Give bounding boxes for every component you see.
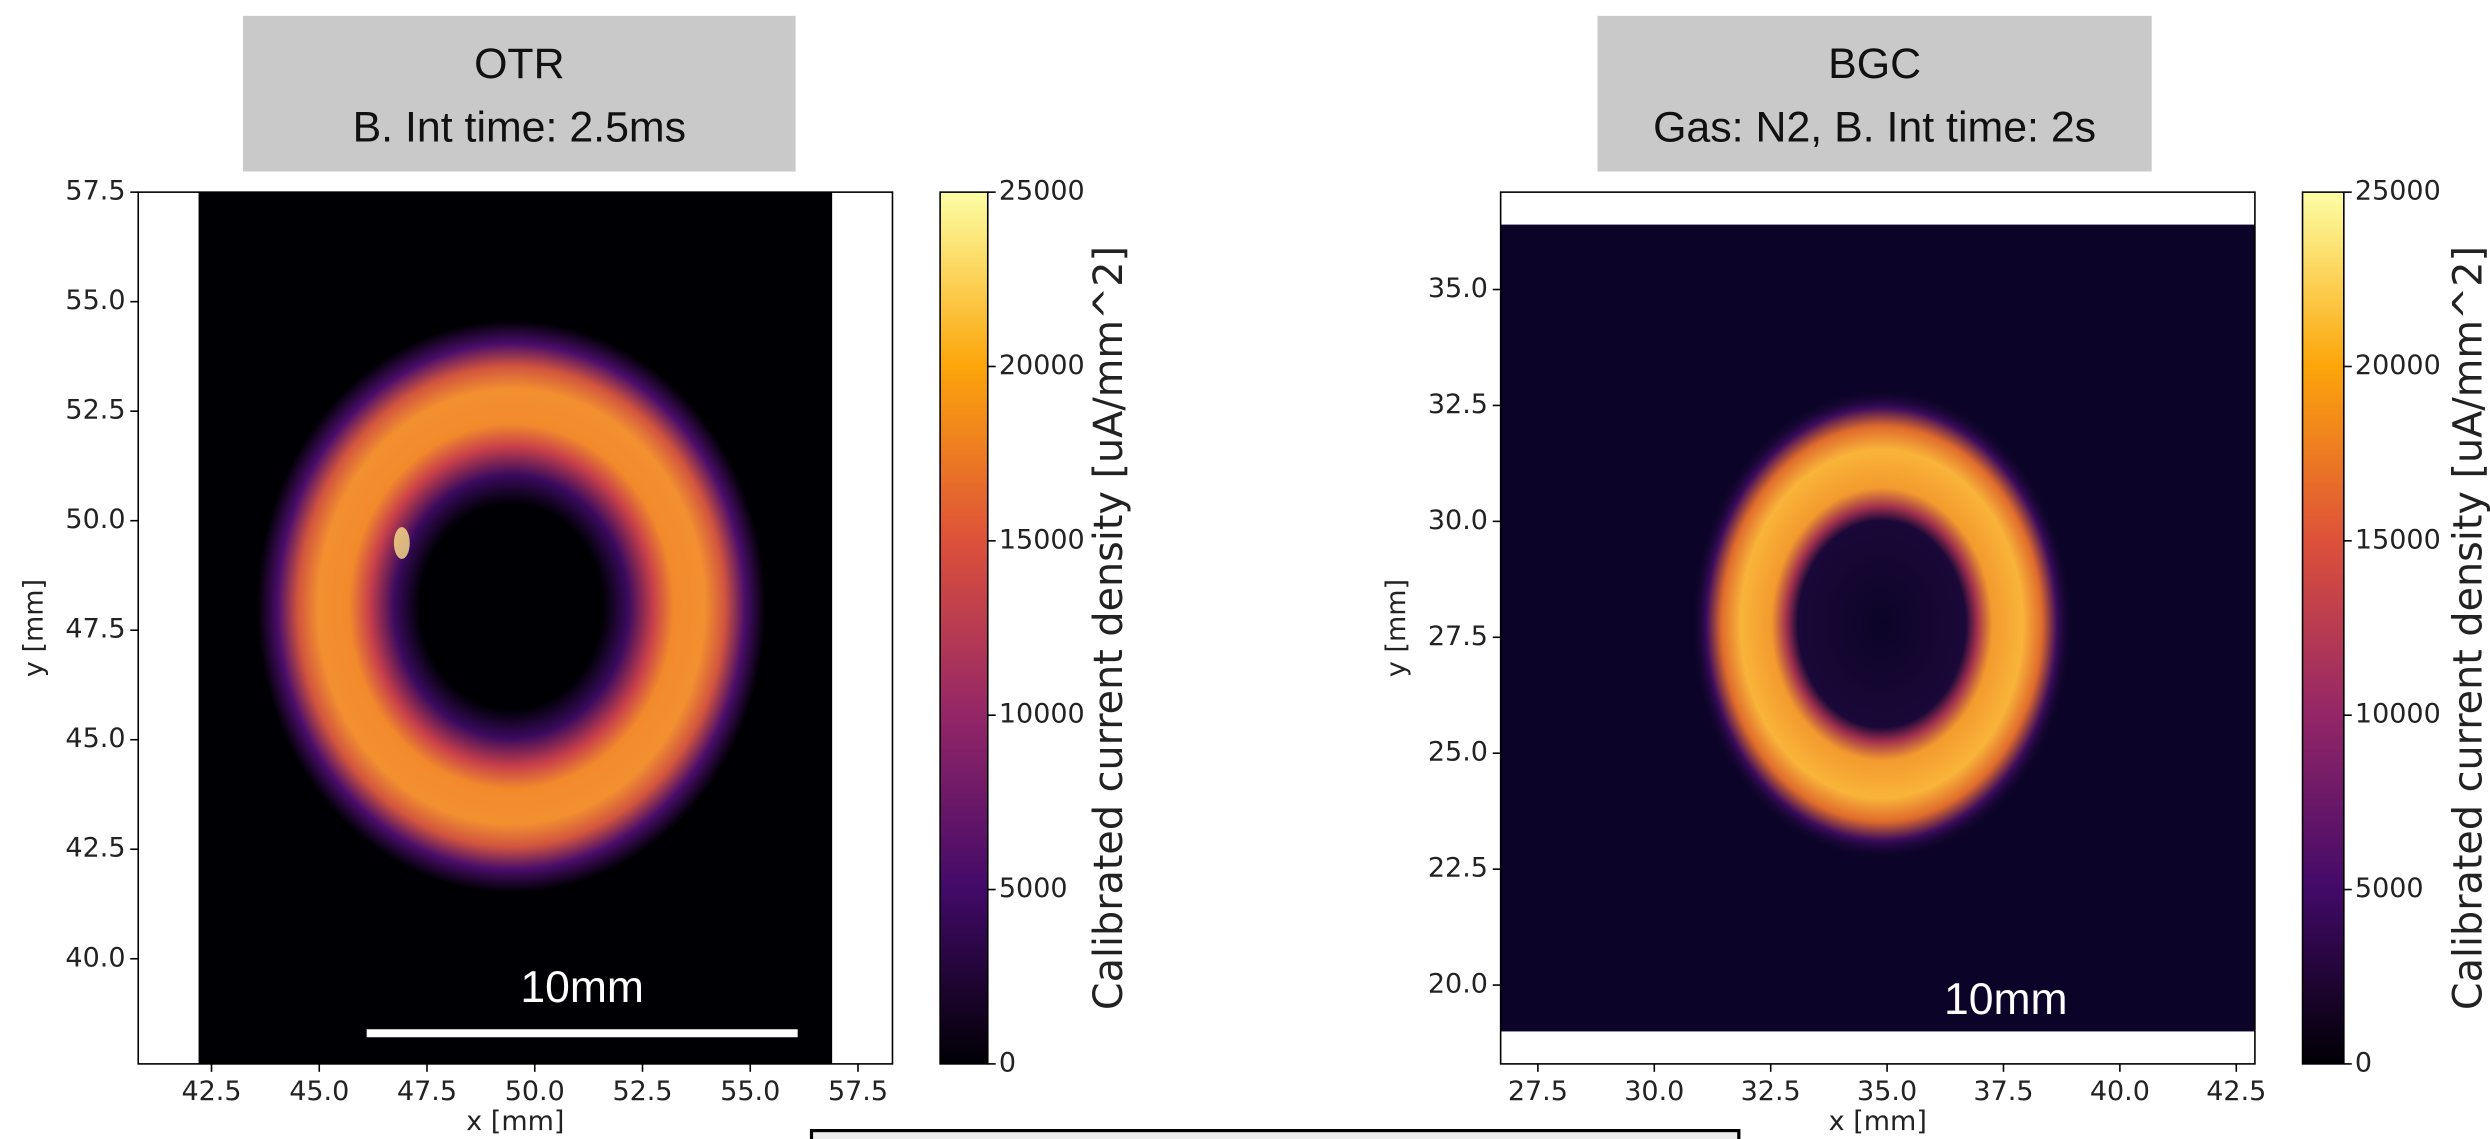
x-tick-label: 50.0 [505,1076,565,1107]
colorbar-tick-label: 10000 [2355,699,2441,730]
y-tick-label: 32.5 [1428,389,1488,420]
x-axis-label: x [mm] [1829,1106,1927,1137]
y-tick-label: 30.0 [1428,505,1488,536]
axes-frame [137,191,894,1065]
y-tick-label: 20.0 [1428,969,1488,1000]
x-tick-label: 42.5 [2206,1076,2266,1107]
title: OTR [474,40,564,88]
x-tick-label: 52.5 [612,1076,672,1107]
x-tick-label: 47.5 [397,1076,457,1107]
colorbar-tick-label: 0 [999,1047,1016,1078]
y-tick-label: 27.5 [1428,621,1488,652]
title-box [1597,15,2152,172]
y-tick-label: 50.0 [65,504,125,535]
scale-bar-label: 10mm [520,963,644,1012]
y-tick-label: 47.5 [65,614,125,645]
x-tick-label: 42.5 [181,1076,241,1107]
bottom-box [809,1128,1741,1139]
colorbar-label: Calibrated current density [uA/mm^2] [1086,246,1132,1010]
y-tick-label: 45.0 [65,723,125,754]
image-layer [198,192,833,1064]
colorbar-tick-label: 20000 [2355,350,2441,381]
y-tick-label: 57.5 [65,176,125,207]
x-tick-label: 55.0 [720,1076,780,1107]
subtitle: Gas: N2, B. Int time: 2s [1653,104,2096,152]
x-tick-label: 45.0 [289,1076,349,1107]
x-tick-label: 30.0 [1624,1076,1684,1107]
x-tick-label: 32.5 [1741,1076,1801,1107]
y-tick-label: 55.0 [65,285,125,316]
colorbar [2301,191,2345,1065]
colorbar-tick-label: 5000 [2355,873,2424,904]
colorbar-tick-label: 20000 [999,350,1085,381]
x-tick-label: 37.5 [1973,1076,2033,1107]
colorbar-tick-label: 15000 [999,524,1085,555]
x-tick-label: 40.0 [2090,1076,2150,1107]
image-layer [1500,224,2255,1032]
x-axis-label: x [mm] [466,1106,564,1137]
hot-spot [393,527,410,559]
y-axis-label: y [mm] [19,579,50,677]
ring [1691,389,2073,860]
x-tick-label: 57.5 [828,1076,888,1107]
title-box [243,15,796,172]
colorbar-tick-label: 15000 [2355,524,2441,555]
colorbar-tick-label: 0 [2355,1047,2372,1078]
y-tick-label: 22.5 [1428,853,1488,884]
y-axis-label: y [mm] [1381,579,1412,677]
colorbar-tick-label: 5000 [999,873,1068,904]
scale-bar-label: 10mm [1944,975,2068,1024]
subtitle: B. Int time: 2.5ms [353,104,686,152]
axes-frame [1499,191,2256,1065]
y-tick-label: 35.0 [1428,273,1488,304]
colorbar [939,191,989,1065]
colorbar-label: Calibrated current density [uA/mm^2] [2445,246,2490,1010]
y-tick-label: 40.0 [65,942,125,973]
x-tick-label: 27.5 [1508,1076,1568,1107]
y-tick-label: 25.0 [1428,737,1488,768]
colorbar-tick-label: 25000 [2355,176,2441,207]
y-tick-label: 42.5 [65,833,125,864]
colorbar-tick-label: 25000 [999,176,1085,207]
title: BGC [1828,40,1921,88]
colorbar-tick-label: 10000 [999,699,1085,730]
y-tick-label: 52.5 [65,395,125,426]
ring [257,320,766,893]
x-tick-label: 35.0 [1857,1076,1917,1107]
